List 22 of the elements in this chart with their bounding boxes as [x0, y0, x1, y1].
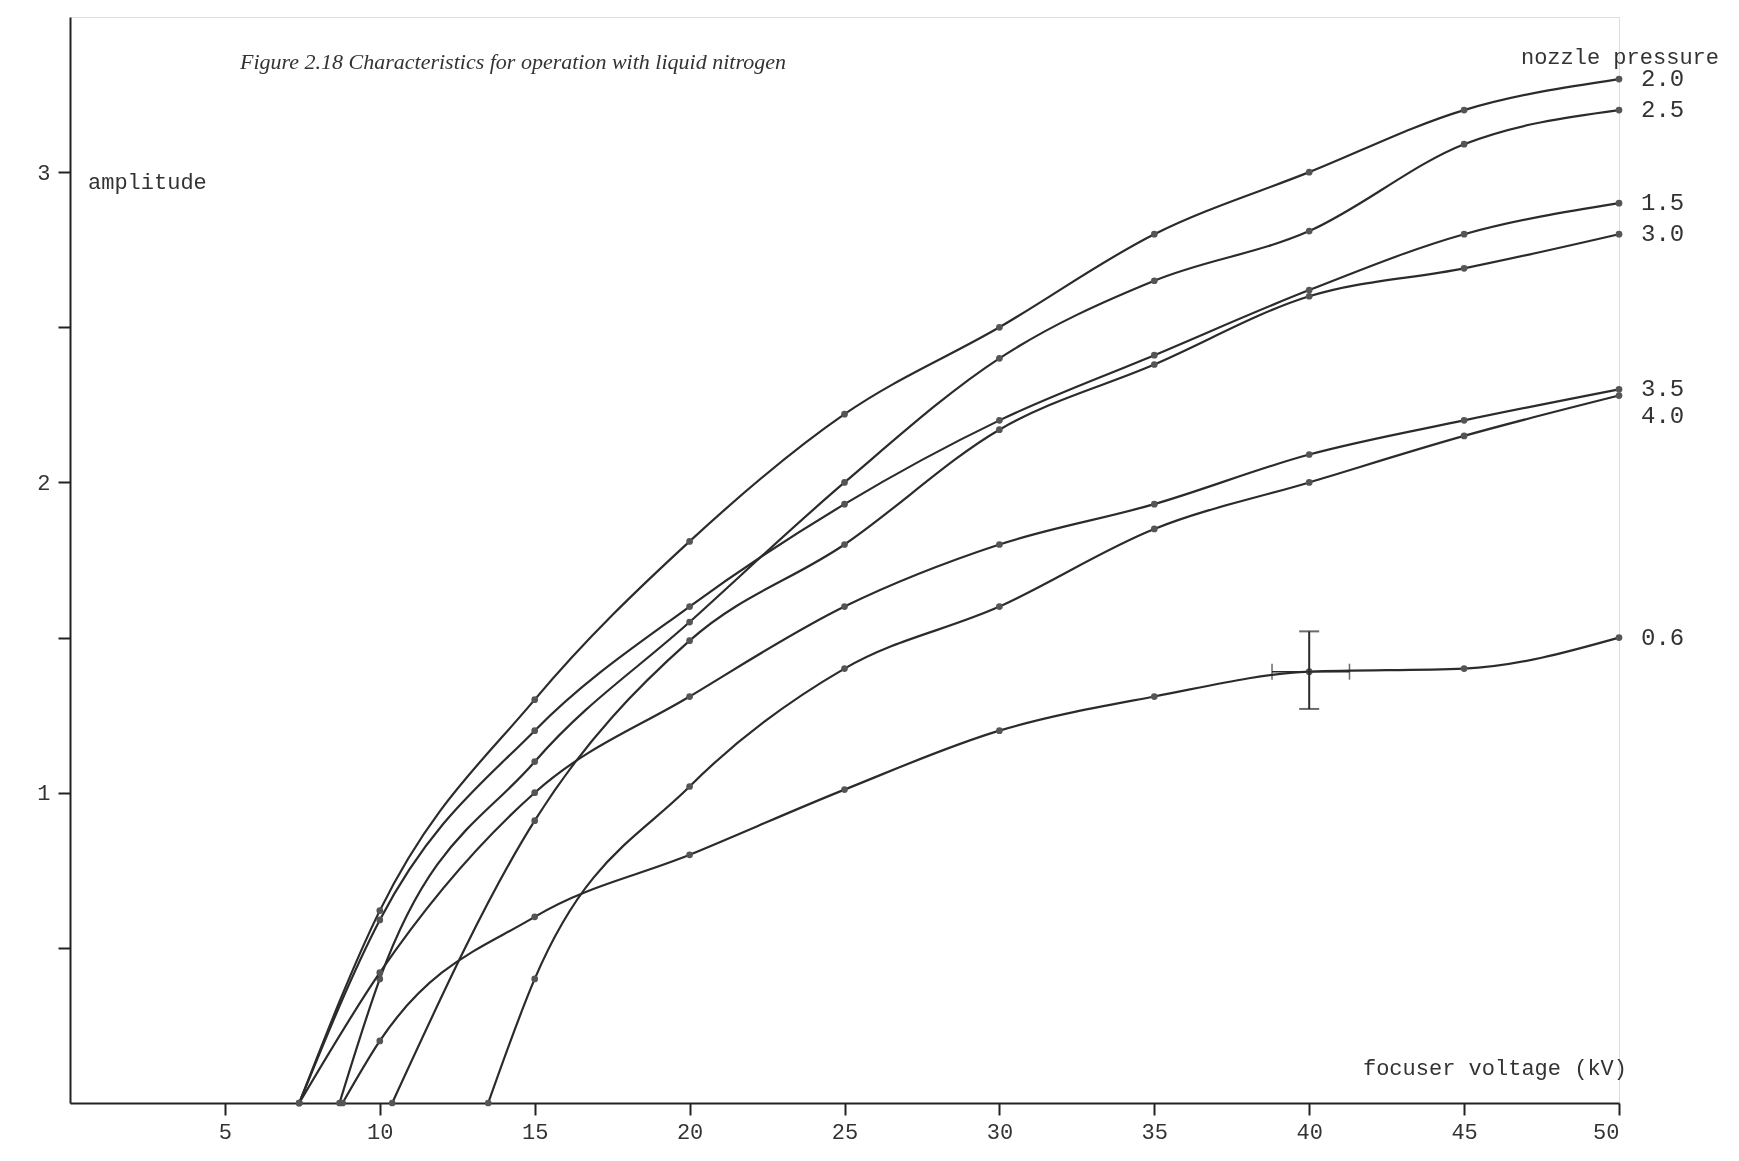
y-axis-title: amplitude — [88, 171, 207, 197]
series-label: 2.5 — [1641, 97, 1685, 125]
series-label: 3.0 — [1641, 221, 1685, 249]
series-label: 3.5 — [1641, 376, 1685, 404]
y-tick-label: 3 — [37, 161, 51, 187]
x-tick-label: 40 — [1296, 1120, 1323, 1146]
x-tick-label: 35 — [1141, 1120, 1168, 1146]
text: Figure 2.18 Characteristics for operation with liquid nitrogen — [239, 49, 786, 74]
x-tick-label: 50 — [1593, 1120, 1620, 1146]
series-label: 4.0 — [1641, 402, 1685, 430]
x-tick-label: 10 — [367, 1120, 394, 1146]
series-label: 1.5 — [1641, 190, 1685, 218]
x-tick-label: 20 — [676, 1120, 704, 1146]
y-tick-label: 1 — [37, 782, 51, 808]
x-tick-label: 45 — [1451, 1120, 1478, 1146]
x-tick-label: 15 — [522, 1120, 549, 1146]
x-tick-label: 30 — [986, 1120, 1014, 1146]
series-label: 0.6 — [1641, 624, 1685, 652]
x-tick-label: 5 — [218, 1120, 232, 1146]
y-tick-label: 2 — [37, 471, 51, 497]
x-tick-label: 25 — [831, 1120, 859, 1146]
x-axis-title: focuser voltage (kV) — [1362, 1057, 1627, 1082]
